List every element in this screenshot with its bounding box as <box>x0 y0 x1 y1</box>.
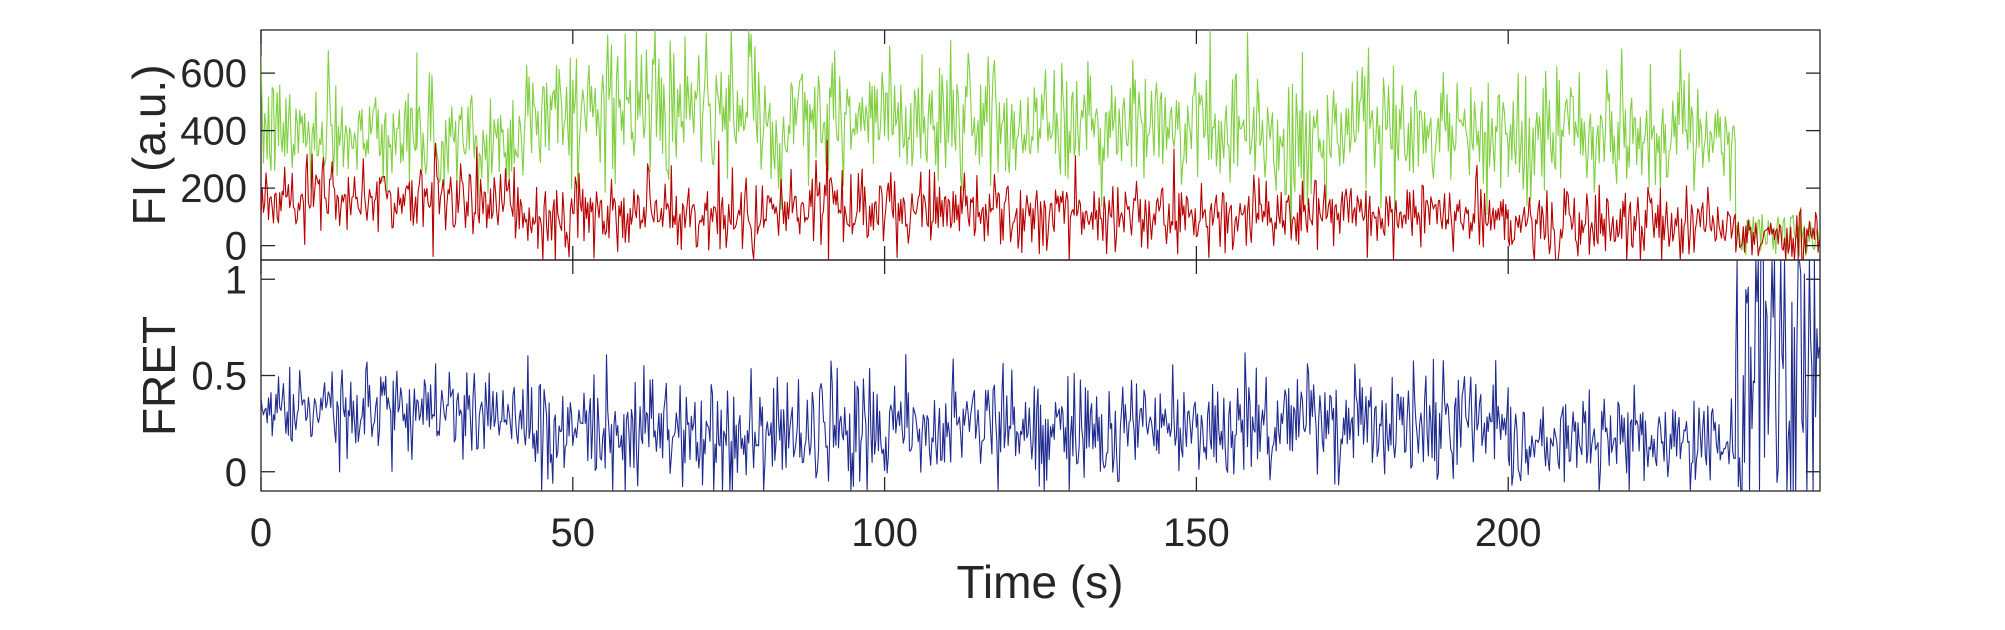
x-tick-label: 150 <box>1163 511 1230 555</box>
fret-panel: 0 0.5 1 0 50 100 150 200 FRET Time (s) <box>133 258 1821 608</box>
y-tick-label: 200 <box>180 167 247 211</box>
y-tick-label: 0.5 <box>191 355 247 399</box>
series-line-fret <box>261 260 1820 491</box>
y-tick-label: 400 <box>180 110 247 154</box>
y-tick-label: 600 <box>180 52 247 96</box>
intensity-panel: 0 200 400 600 FI (a.u.) <box>123 29 1821 269</box>
y-tick-label: 1 <box>225 258 247 302</box>
fret-ticks-group: 0 0.5 1 0 50 100 150 200 <box>191 258 1820 555</box>
x-tick-label: 50 <box>551 511 596 555</box>
intensity-series-group <box>261 30 1820 260</box>
fret-series-group <box>261 260 1820 491</box>
intensity-ticks-group: 0 200 400 600 <box>180 30 1820 269</box>
series-line-donor <box>261 30 1820 258</box>
x-tick-label: 100 <box>851 511 918 555</box>
x-tick-label: 200 <box>1475 511 1542 555</box>
intensity-y-axis-label: FI (a.u.) <box>123 64 175 225</box>
y-tick-label: 0 <box>225 225 247 269</box>
y-tick-label: 0 <box>225 451 247 495</box>
fret-y-axis-label: FRET <box>133 316 185 436</box>
x-tick-label: 0 <box>250 511 272 555</box>
x-axis-label: Time (s) <box>957 556 1124 608</box>
series-line-acceptor <box>261 139 1820 260</box>
